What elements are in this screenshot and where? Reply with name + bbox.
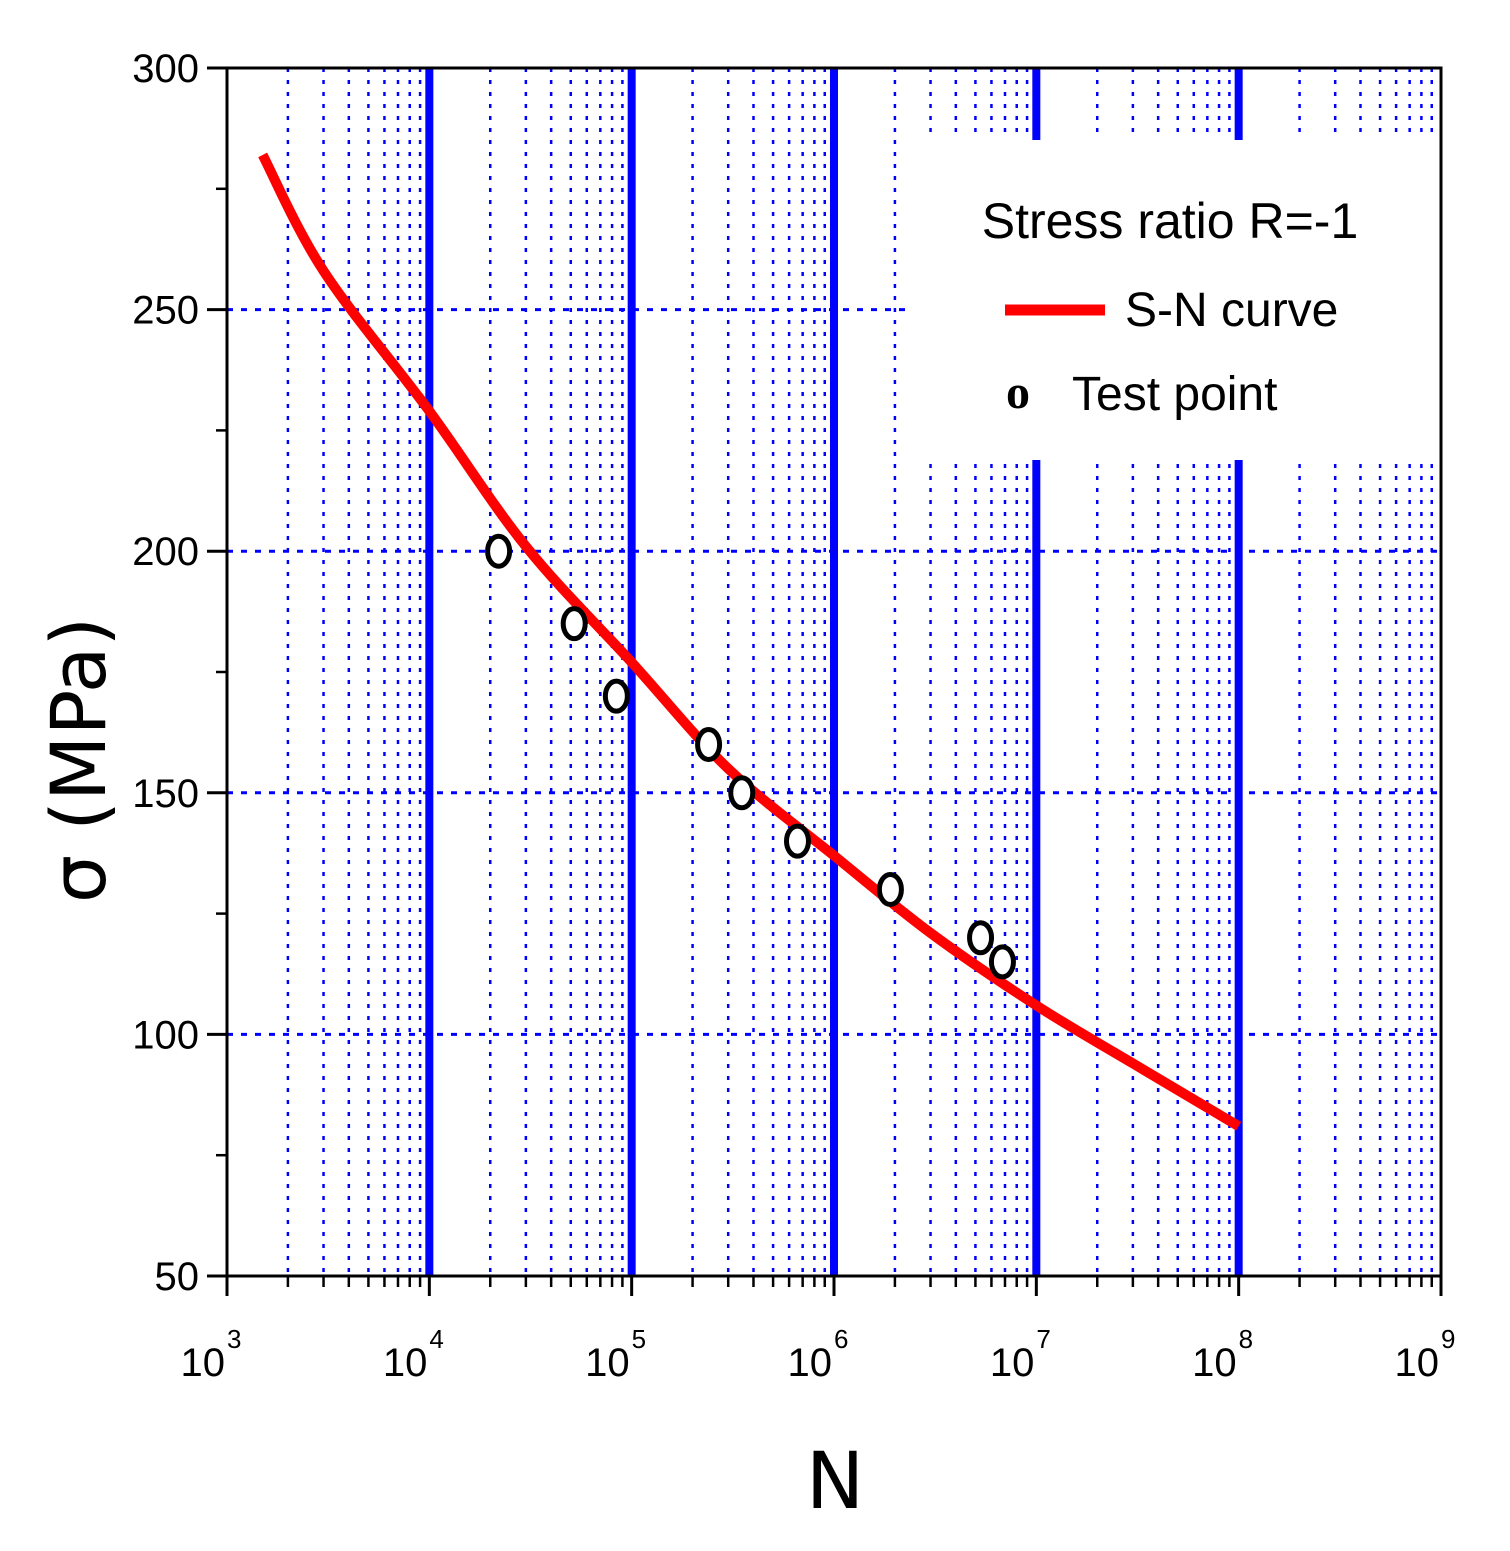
x-tick-label: 10 [383, 1341, 428, 1385]
legend-background [908, 140, 1438, 460]
x-tick-exponent: 7 [1036, 1324, 1050, 1354]
legend: Stress ratio R=-1 S-N curve o Test point [908, 140, 1438, 460]
x-tick-exponent: 9 [1441, 1324, 1455, 1354]
x-tick-label: 10 [181, 1341, 226, 1385]
y-tick-label: 150 [132, 772, 199, 816]
y-tick-label: 250 [132, 289, 199, 333]
y-tick-label: 200 [132, 530, 199, 574]
legend-marker-swatch: o [1006, 366, 1030, 419]
test-point [602, 678, 630, 714]
test-point [876, 871, 904, 907]
x-tick-exponent: 5 [632, 1324, 646, 1354]
series-layer [258, 152, 1242, 1131]
y-axis-label: σ (MPa) [34, 617, 123, 903]
x-tick-label: 10 [990, 1341, 1035, 1385]
test-point [485, 533, 513, 569]
test-point [728, 775, 756, 811]
test-point [988, 944, 1016, 980]
x-tick-exponent: 3 [227, 1324, 241, 1354]
y-tick-label: 300 [132, 47, 199, 91]
x-tick-exponent: 8 [1239, 1324, 1253, 1354]
y-tick-label: 50 [155, 1255, 200, 1299]
test-point [695, 726, 723, 762]
x-tick-exponent: 6 [834, 1324, 848, 1354]
x-tick-label: 10 [788, 1341, 833, 1385]
x-tick-label: 10 [585, 1341, 630, 1385]
test-point [967, 920, 995, 956]
x-axis-label: N [806, 1437, 864, 1527]
legend-entry-sn-curve: S-N curve [1125, 284, 1338, 337]
grid-layer [227, 68, 1441, 1276]
x-tick-label: 10 [1395, 1341, 1440, 1385]
test-point [783, 823, 811, 859]
legend-title: Stress ratio R=-1 [982, 193, 1359, 249]
x-tick-label: 10 [1192, 1341, 1237, 1385]
legend-entry-test-point: Test point [1072, 368, 1277, 421]
y-tick-label: 100 [132, 1013, 199, 1057]
test-point [560, 606, 588, 642]
x-tick-exponent: 4 [429, 1324, 443, 1354]
